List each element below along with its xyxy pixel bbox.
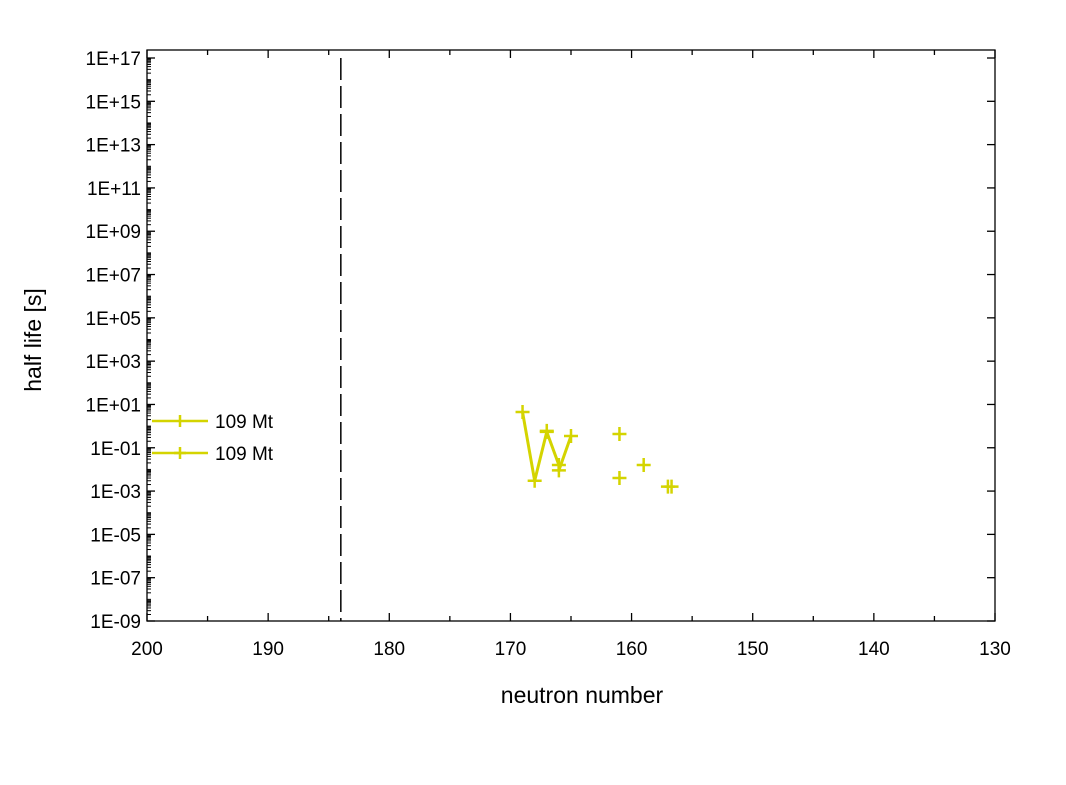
y-tick-label: 1E+15: [86, 92, 141, 113]
y-tick-label: 1E-07: [90, 569, 141, 590]
legend-label-2: 109 Mt: [215, 444, 274, 465]
x-axis-label: neutron number: [501, 682, 664, 708]
data-point-cross: [664, 479, 679, 494]
marks: [340, 58, 679, 621]
data-point-cross: [564, 428, 578, 443]
y-tick-label: 1E+03: [86, 352, 141, 373]
y-tick-label: 1E+07: [86, 266, 141, 287]
data-point-cross: [636, 458, 651, 473]
y-tick-label: 1E+11: [87, 179, 141, 200]
y-axis-label: half life [s]: [20, 288, 46, 392]
data-point-cross: [612, 471, 627, 486]
y-tick-label: 1E+17: [86, 49, 141, 70]
data-point-cross: [539, 423, 554, 438]
legend-marker-2: [174, 447, 186, 459]
y-tick-label: 1E+01: [86, 395, 141, 416]
legend-label-1: 109 Mt: [215, 412, 274, 433]
x-tick-label: 180: [373, 639, 405, 660]
x-tick-label: 190: [252, 639, 284, 660]
y-tick-label: 1E+13: [86, 136, 141, 157]
y-tick-label: 1E-01: [90, 439, 141, 460]
data-point-cross: [527, 473, 542, 488]
x-tick-label: 140: [858, 639, 890, 660]
y-tick-label: 1E+05: [86, 309, 141, 330]
x-tick-label: 150: [737, 639, 769, 660]
x-tick-label: 200: [131, 639, 163, 660]
legend: 109 Mt 109 Mt: [152, 412, 274, 465]
x-tick-label: 160: [616, 639, 648, 660]
data-point-cross: [551, 463, 566, 478]
y-tick-label: 1E-05: [90, 525, 141, 546]
plot-frame: [146, 49, 996, 622]
axes: 200 190 180 170 160 150 140 130 1E-09 1E-07 1E-05 1…: [86, 49, 1011, 660]
data-point-cross: [515, 404, 530, 419]
y-tick-label: 1E-09: [90, 612, 141, 633]
x-tick-label: 170: [495, 639, 527, 660]
y-tick-label: 1E+09: [86, 222, 141, 243]
data-point-cross: [612, 427, 627, 442]
y-tick-label: 1E-03: [90, 482, 141, 503]
x-tick-label: 130: [979, 639, 1011, 660]
